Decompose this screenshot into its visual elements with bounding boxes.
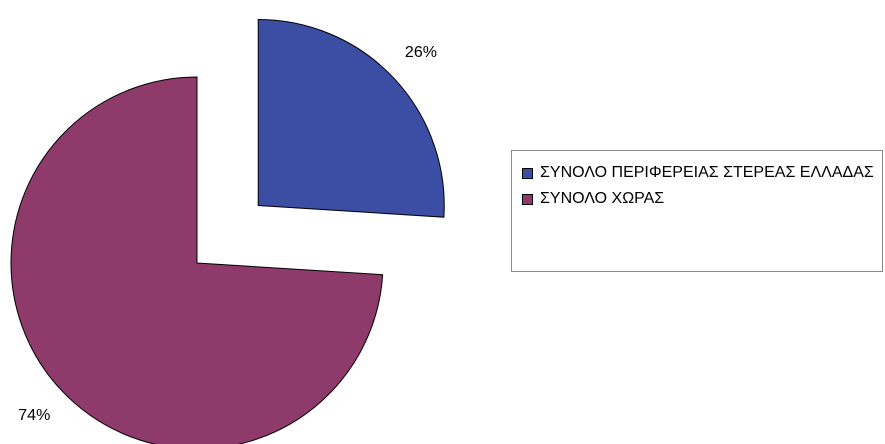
legend-label: ΣΥΝΟΛΟ ΧΩΡΑΣ [540, 190, 665, 207]
legend-label: ΣΥΝΟΛΟ ΠΕΡΙΦΕΡΕΙΑΣ ΣΤΕΡΕΑΣ ΕΛΛΑΔΑΣ [540, 164, 874, 181]
legend-swatch [522, 168, 533, 179]
data-label: 74% [18, 407, 50, 424]
legend-item: ΣΥΝΟΛΟ ΧΩΡΑΣ [518, 189, 876, 209]
legend: ΣΥΝΟΛΟ ΠΕΡΙΦΕΡΕΙΑΣ ΣΤΕΡΕΑΣ ΕΛΛΑΔΑΣ ΣΥΝΟΛΟ… [511, 150, 883, 272]
legend-item: ΣΥΝΟΛΟ ΠΕΡΙΦΕΡΕΙΑΣ ΣΤΕΡΕΑΣ ΕΛΛΑΔΑΣ [518, 163, 876, 183]
legend-swatch [522, 194, 533, 205]
pie-slice [257, 18, 445, 218]
data-label: 26% [405, 44, 437, 61]
pie-slice [10, 76, 384, 444]
